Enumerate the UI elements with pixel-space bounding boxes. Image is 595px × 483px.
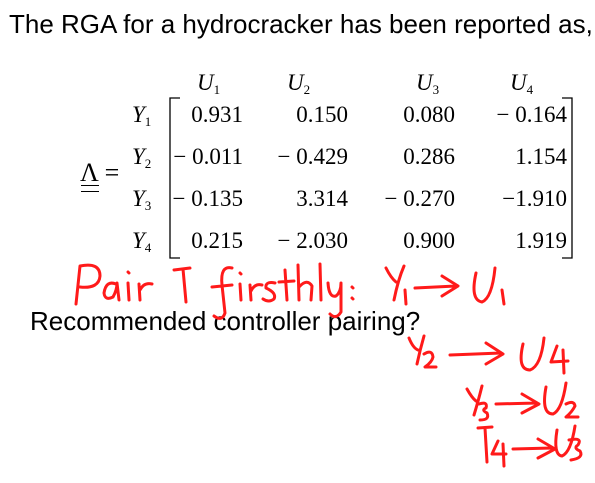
lambda-equals: Λ =: [80, 158, 120, 187]
pairing-y1-u1: [384, 264, 506, 306]
pairing-y4-u3: [476, 424, 583, 468]
column-header-u2: U2: [287, 70, 311, 97]
column-header-u1: U1: [197, 70, 221, 97]
cell-y4-u1: 0.215: [191, 228, 243, 253]
cell-y1-u4: − 0.164: [496, 102, 567, 127]
cell-y3-u2: 3.314: [296, 186, 348, 211]
cell-y1-u3: 0.080: [403, 102, 455, 127]
problem-statement: The RGA for a hydrocracker has been repo…: [9, 9, 593, 39]
pairing-y3-u2: [465, 381, 580, 422]
column-header-u4: U4: [510, 70, 534, 97]
row-header-y2: Y2: [132, 144, 152, 171]
pairing-y2-u4: [407, 334, 570, 375]
cell-y4-u3: 0.900: [403, 228, 455, 253]
cell-y2-u4: 1.154: [515, 144, 567, 169]
row-header-y1: Y1: [132, 102, 152, 129]
row-header-y4: Y4: [132, 228, 152, 255]
row-header-y3: Y3: [132, 186, 152, 213]
cell-y3-u4: −1.910: [502, 186, 567, 211]
rga-matrix-symbol: Λ =: [80, 158, 120, 192]
cell-y4-u2: − 2.030: [277, 228, 348, 253]
cell-y3-u3: − 0.270: [384, 186, 455, 211]
cell-y2-u1: − 0.011: [173, 144, 243, 169]
column-header-u3: U3: [416, 70, 440, 97]
cell-y1-u2: 0.150: [296, 102, 348, 127]
double-underline: [81, 185, 99, 192]
cell-y3-u1: − 0.135: [172, 186, 243, 211]
cell-y4-u4: 1.919: [515, 228, 567, 253]
cell-y2-u2: − 0.429: [277, 144, 348, 169]
cell-y2-u3: 0.286: [403, 144, 455, 169]
handwritten-note-pair-y-firstly: [74, 262, 355, 320]
cell-y1-u1: 0.931: [191, 102, 243, 127]
